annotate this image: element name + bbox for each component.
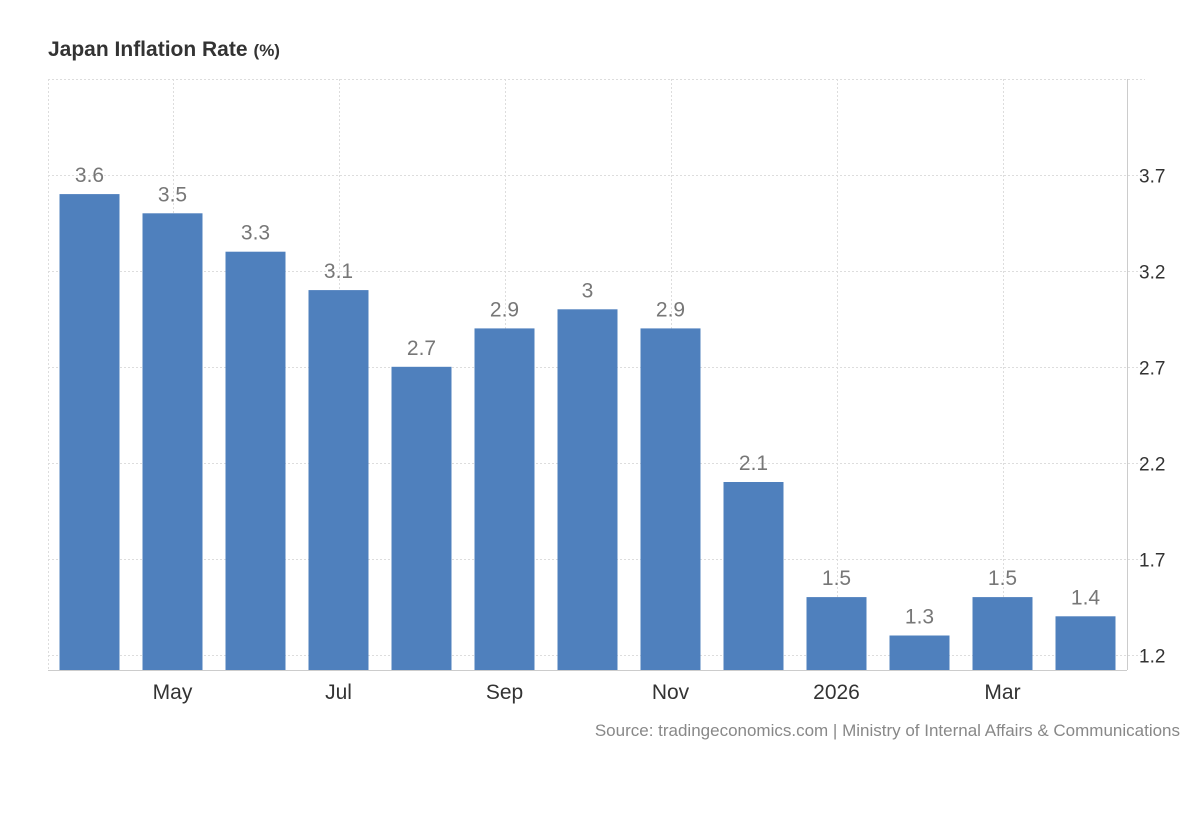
- bar-data-label: 3: [582, 279, 594, 302]
- bar-data-label: 2.9: [656, 298, 685, 321]
- x-tick-label: Nov: [652, 681, 690, 704]
- bar-data-label: 1.5: [988, 567, 1017, 590]
- source-note: Source: tradingeconomics.com | Ministry …: [594, 721, 1180, 740]
- bar[interactable]: [972, 597, 1033, 670]
- bar-data-label: 2.9: [490, 298, 519, 321]
- y-tick-label: 2.7: [1139, 359, 1165, 380]
- bar[interactable]: [557, 309, 618, 670]
- y-tick-label: 1.2: [1139, 647, 1165, 668]
- y-axis-ticks: 1.2 1.7 2.2 2.7 3.2 3.7: [1139, 167, 1165, 668]
- bar[interactable]: [806, 597, 867, 670]
- bar-data-label: 1.3: [905, 606, 934, 629]
- bar[interactable]: [142, 213, 203, 671]
- bars: [59, 194, 1116, 671]
- bar[interactable]: [640, 328, 701, 670]
- y-tick-label: 3.7: [1139, 167, 1165, 188]
- bar[interactable]: [308, 290, 369, 670]
- bar-data-label: 3.6: [75, 164, 104, 187]
- x-tick-label: Jul: [325, 681, 352, 704]
- chart-title: Japan Inflation Rate (%): [48, 38, 280, 62]
- bar[interactable]: [225, 251, 286, 670]
- bar[interactable]: [391, 366, 452, 670]
- y-tick-label: 1.7: [1139, 551, 1165, 572]
- bar[interactable]: [723, 482, 784, 670]
- x-tick-label: Sep: [486, 681, 523, 704]
- chart-title-text: Japan Inflation Rate: [48, 38, 248, 61]
- x-tick-label: Mar: [984, 681, 1020, 704]
- bar-data-label: 2.7: [407, 337, 436, 360]
- bar[interactable]: [474, 328, 535, 670]
- x-axis-ticks: May Jul Sep Nov 2026 Mar: [153, 681, 1021, 704]
- bar-data-label: 3.1: [324, 260, 353, 283]
- bar[interactable]: [59, 194, 120, 670]
- bar-data-label: 3.5: [158, 183, 187, 206]
- y-tick-label: 2.2: [1139, 455, 1165, 476]
- bar-data-label: 1.5: [822, 567, 851, 590]
- chart-title-unit: (%): [253, 41, 280, 60]
- data-labels: 3.6 3.5 3.3 3.1 2.7 2.9 3 2.9 2.1 1.5 1.3 1.5 1.4: [75, 164, 1101, 628]
- bar-data-label: 2.1: [739, 452, 768, 475]
- bar[interactable]: [1055, 616, 1116, 670]
- x-tick-label: 2026: [813, 681, 860, 704]
- axes: [48, 79, 1128, 671]
- y-tick-label: 3.2: [1139, 263, 1165, 284]
- bar-data-label: 3.3: [241, 222, 270, 245]
- bar[interactable]: [889, 635, 950, 671]
- x-tick-label: May: [153, 681, 193, 704]
- bar-data-label: 1.4: [1071, 586, 1101, 609]
